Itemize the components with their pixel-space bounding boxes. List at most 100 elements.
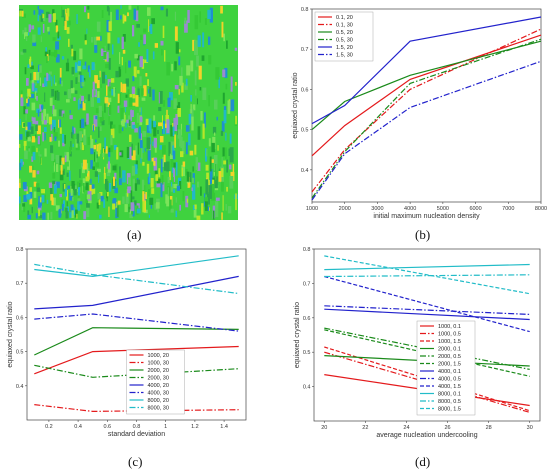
grain <box>58 140 60 147</box>
grain <box>82 178 86 187</box>
grain <box>166 161 170 172</box>
grain <box>92 81 95 91</box>
grain <box>156 183 161 188</box>
grain <box>171 163 174 174</box>
grain <box>142 130 147 137</box>
grain <box>94 36 97 47</box>
grain <box>122 170 126 183</box>
grain <box>80 95 84 101</box>
grain <box>65 62 70 72</box>
grain <box>198 65 202 80</box>
legend-label: 2000, 0.1 <box>438 347 461 353</box>
grain <box>120 5 122 9</box>
grain <box>196 55 199 67</box>
grain <box>173 162 177 168</box>
grain <box>160 40 164 46</box>
grain <box>177 108 181 117</box>
grain <box>83 135 87 146</box>
grain <box>54 136 57 141</box>
grain <box>40 156 42 164</box>
grain <box>30 93 35 99</box>
grain <box>133 8 136 20</box>
grain <box>166 62 170 76</box>
grain <box>197 181 200 188</box>
grain <box>63 168 65 175</box>
grain <box>201 55 205 61</box>
grain <box>58 119 61 128</box>
grain <box>90 178 92 184</box>
legend-label: 1.5, 20 <box>336 45 353 51</box>
grain <box>98 200 101 205</box>
grain <box>39 215 43 219</box>
grain <box>46 199 49 204</box>
grain <box>107 40 110 51</box>
grain <box>188 133 191 146</box>
grain <box>122 14 125 24</box>
grain <box>77 201 80 211</box>
grain <box>138 126 141 139</box>
grain <box>131 143 133 156</box>
grain <box>55 41 60 50</box>
grain <box>26 37 28 41</box>
grain <box>215 201 219 218</box>
grain <box>119 166 121 178</box>
grain <box>82 103 86 111</box>
grain <box>121 36 124 49</box>
grain <box>46 56 48 63</box>
grain <box>154 145 157 153</box>
grain <box>115 70 119 78</box>
grain <box>108 116 110 125</box>
series-line <box>34 263 239 295</box>
grain <box>185 125 190 132</box>
grain <box>42 24 45 33</box>
grain <box>30 73 32 81</box>
grain <box>108 149 111 157</box>
grain <box>222 69 226 78</box>
grain <box>151 18 155 25</box>
grain <box>126 146 130 158</box>
grain <box>136 113 139 123</box>
grain <box>66 99 70 103</box>
grain <box>22 30 24 35</box>
grain <box>27 122 32 130</box>
series-line <box>34 313 239 332</box>
grain <box>208 138 211 147</box>
grain <box>202 87 207 100</box>
grain <box>210 183 214 194</box>
grain <box>125 192 129 204</box>
grain <box>98 126 100 138</box>
grain <box>131 86 135 94</box>
grain <box>215 67 220 80</box>
grain <box>132 124 136 129</box>
grain <box>50 194 54 201</box>
grain <box>156 198 160 204</box>
grain <box>35 90 37 100</box>
grain <box>71 66 75 75</box>
grain <box>125 78 129 87</box>
grain <box>136 208 141 214</box>
grain <box>137 70 140 74</box>
grain <box>102 153 104 158</box>
grain <box>99 70 101 78</box>
grain <box>122 49 126 54</box>
grain <box>104 137 106 150</box>
grain <box>220 5 223 14</box>
grain <box>172 150 176 160</box>
grain <box>141 97 146 101</box>
grain <box>167 176 170 183</box>
grain <box>163 162 168 171</box>
y-tick-label: 0.6 <box>16 315 24 321</box>
grain <box>53 109 57 117</box>
grain <box>148 118 152 132</box>
grain <box>200 186 202 196</box>
grain <box>176 185 180 191</box>
grain <box>186 65 191 76</box>
grain <box>152 141 154 146</box>
grain <box>214 176 218 189</box>
grain <box>158 107 162 112</box>
grain <box>153 124 157 137</box>
grain <box>74 90 78 94</box>
grain <box>181 67 183 79</box>
grain <box>97 91 100 99</box>
